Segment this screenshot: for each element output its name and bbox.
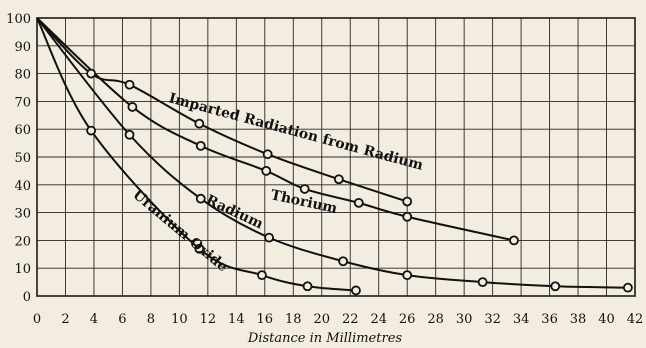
data-point-thorium xyxy=(509,235,519,246)
y-tick-label: 10 xyxy=(14,262,31,277)
y-tick-label: 90 xyxy=(14,40,31,55)
x-tick-label: 38 xyxy=(570,312,587,327)
data-point-thorium xyxy=(402,211,413,222)
x-tick-label: 32 xyxy=(484,312,501,327)
x-tick-label: 6 xyxy=(118,312,126,327)
y-tick-label: 20 xyxy=(14,234,31,249)
data-point-uranium-oxide xyxy=(194,243,205,254)
tick-labels: 0 2 4 6 8 10 12 14 16 18 20 22 24 26 28 30 32 34 36 38 40 420… xyxy=(6,12,643,327)
y-tick-label: 0 xyxy=(23,290,31,305)
x-tick-label: 2 xyxy=(61,312,69,327)
x-tick-label: 36 xyxy=(541,312,558,327)
x-tick-label: 40 xyxy=(598,312,615,327)
data-points xyxy=(86,68,633,296)
x-tick-label: 26 xyxy=(399,312,416,327)
y-tick-label: 80 xyxy=(14,68,31,83)
data-point-thorium xyxy=(195,140,206,151)
y-tick-label: 100 xyxy=(6,12,31,27)
data-point-radium xyxy=(622,282,633,293)
x-tick-label: 34 xyxy=(513,312,530,327)
data-point-uranium-oxide xyxy=(257,270,267,281)
data-point-radium xyxy=(550,281,561,292)
data-point-radium xyxy=(338,256,349,267)
data-point-thorium xyxy=(299,184,310,194)
y-tick-label: 70 xyxy=(14,95,31,110)
grid xyxy=(36,17,636,297)
data-point-thorium xyxy=(261,165,272,176)
x-axis-label: Distance in Millimetres xyxy=(247,331,402,346)
data-point-radium xyxy=(195,193,206,204)
y-tick-label: 60 xyxy=(14,123,31,138)
data-point-thorium xyxy=(127,102,138,112)
x-tick-label: 20 xyxy=(313,312,330,327)
data-point-uranium-oxide xyxy=(302,281,313,292)
data-point-imparted-radiation-from-radium xyxy=(124,79,135,90)
data-point-radium xyxy=(477,277,488,288)
x-tick-label: 30 xyxy=(456,312,473,327)
data-point-thorium xyxy=(353,197,364,208)
y-tick-label: 50 xyxy=(14,151,31,166)
data-point-imparted-radiation-from-radium xyxy=(402,196,413,207)
data-point-uranium-oxide xyxy=(351,285,361,296)
x-tick-label: 24 xyxy=(370,312,387,327)
series-label-imparted-radiation: Imparted Radiation from Radium xyxy=(167,90,425,173)
x-tick-label: 4 xyxy=(90,312,98,327)
x-tick-label: 0 xyxy=(33,312,41,327)
x-tick-label: 14 xyxy=(228,312,245,327)
data-point-radium xyxy=(124,129,135,140)
x-tick-label: 8 xyxy=(147,312,155,327)
x-tick-label: 10 xyxy=(171,312,188,327)
x-tick-label: 12 xyxy=(200,312,217,327)
data-point-imparted-radiation-from-radium xyxy=(333,174,344,185)
plot-frame xyxy=(36,17,636,297)
curves xyxy=(36,17,628,292)
y-tick-label: 30 xyxy=(14,207,31,222)
x-tick-label: 28 xyxy=(427,312,444,327)
x-tick-label: 22 xyxy=(342,312,359,327)
x-tick-label: 16 xyxy=(257,312,274,327)
series-line-radium xyxy=(36,17,628,289)
data-point-imparted-radiation-from-radium xyxy=(86,68,97,79)
data-point-uranium-oxide xyxy=(86,125,97,136)
y-tick-label: 40 xyxy=(14,179,31,194)
data-point-imparted-radiation-from-radium xyxy=(194,118,205,129)
x-tick-label: 42 xyxy=(627,312,644,327)
x-tick-label: 18 xyxy=(285,312,302,327)
data-point-radium xyxy=(264,232,274,243)
data-point-imparted-radiation-from-radium xyxy=(262,149,273,160)
data-point-radium xyxy=(402,270,413,281)
